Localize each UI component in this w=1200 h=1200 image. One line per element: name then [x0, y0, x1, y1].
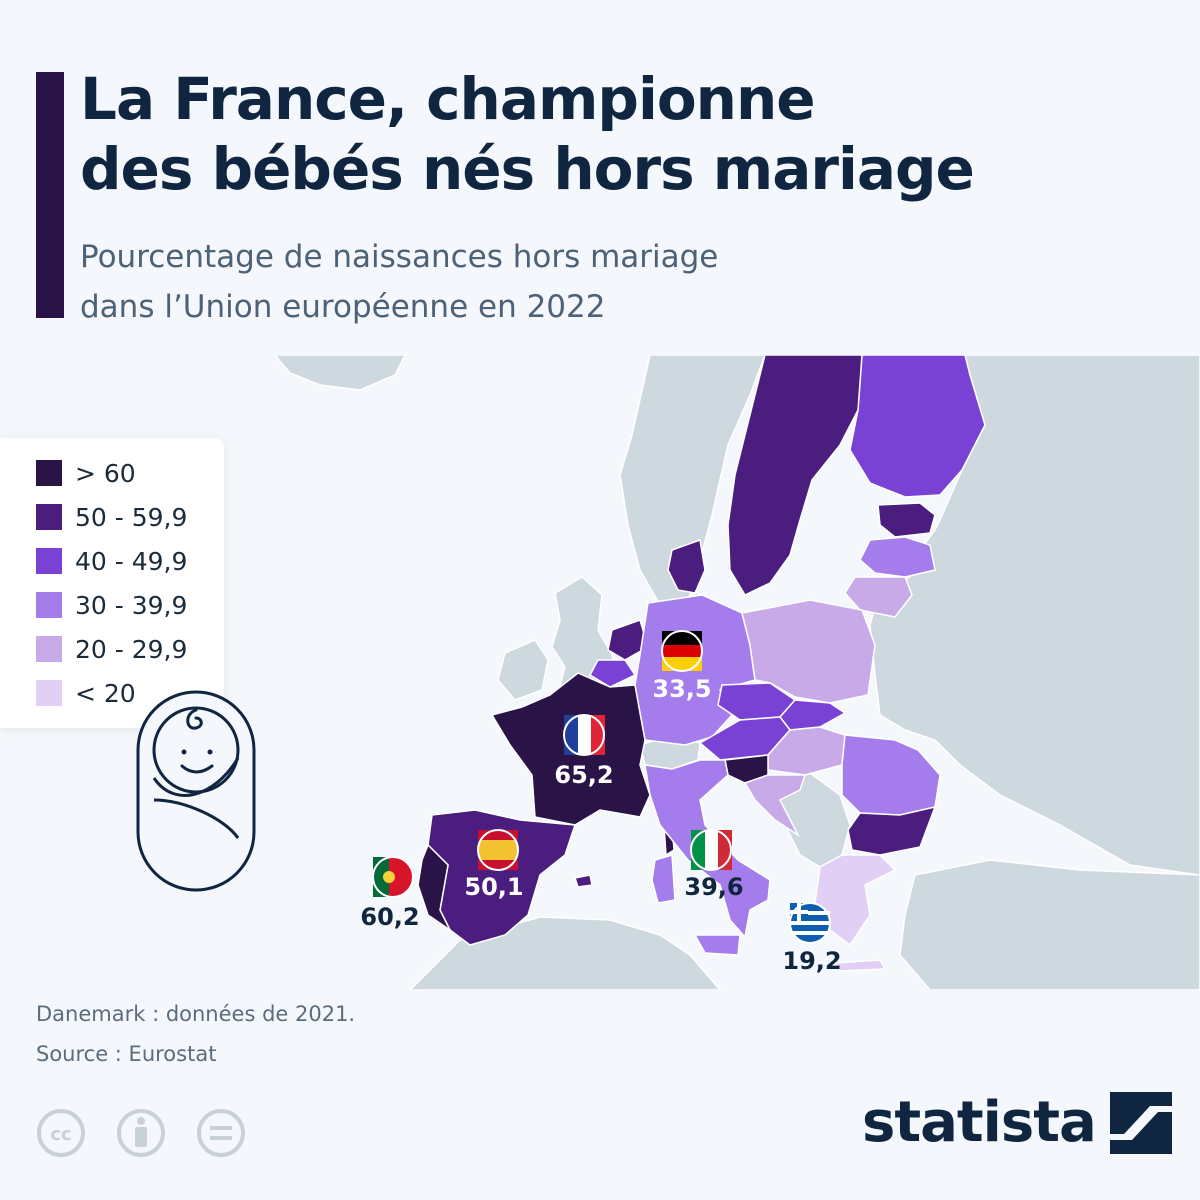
turkey [899, 859, 1200, 990]
callout-france: 65,2 [554, 714, 614, 789]
country-estonia [877, 502, 936, 538]
legend-swatch [36, 636, 62, 662]
footnote-source: Source : Eurostat [36, 1042, 217, 1066]
country-finland [849, 355, 986, 498]
russia-belarus-ukraine [869, 355, 1200, 876]
subtitle-line-2: dans l’Union européenne en 2022 [80, 289, 606, 325]
brand-name: statista [862, 1090, 1097, 1155]
country-croatia [743, 774, 807, 838]
country-sardinia [651, 854, 676, 904]
country-belgium [589, 659, 637, 688]
italy-value: 39,6 [684, 873, 743, 901]
legend-swatch [36, 460, 62, 486]
greece-flag-stripe-3 [790, 931, 830, 935]
subtitle-line-1: Pourcentage de naissances hors mariage [80, 239, 719, 275]
legend-item: 20 - 29,9 [36, 634, 187, 664]
legend-label: > 60 [75, 458, 136, 488]
greece-flag-ring [789, 902, 831, 944]
legend-item: 50 - 59,9 [36, 502, 187, 532]
greece-value: 19,2 [782, 947, 841, 975]
non-eu-land [274, 355, 1200, 990]
legend-label: 30 - 39,9 [75, 590, 188, 620]
iceland [274, 355, 406, 391]
statista-brand[interactable]: statista [862, 1090, 1172, 1155]
greece-flag-stripe-1 [790, 911, 830, 915]
italy-flag-white [705, 830, 718, 870]
country-denmark [667, 538, 706, 594]
country-crete [833, 959, 887, 972]
germany-flag-ring [661, 630, 703, 672]
portugal-value: 60,2 [360, 903, 419, 931]
country-latvia [859, 536, 936, 578]
spain-flag-bottom-red [478, 860, 518, 870]
title-line-1: La France, championne [80, 65, 816, 133]
portugal-flag-emblem [383, 871, 395, 883]
attribution-icon[interactable] [117, 1109, 165, 1157]
country-sicily [693, 934, 741, 956]
callout-portugal: 60,2 [360, 856, 420, 931]
legend: > 60 50 - 59,9 40 - 49,9 30 - 39,9 20 - … [0, 438, 224, 728]
legend-swatch [36, 680, 62, 706]
no-derivatives-icon[interactable] [197, 1109, 245, 1157]
statista-logo-icon [1109, 1091, 1172, 1154]
legend-item: < 20 [36, 678, 136, 708]
greece-flag-cross-v [797, 903, 801, 921]
footnote-note: Danemark : données de 2021. [36, 1002, 356, 1026]
france-value: 65,2 [554, 761, 613, 789]
ireland [497, 639, 549, 701]
legend-swatch [36, 592, 62, 618]
eu-countries [417, 355, 986, 972]
country-bulgaria [847, 805, 937, 856]
italy-flag-icon [690, 829, 732, 871]
portugal-flag-green [373, 857, 389, 897]
legend-label: 50 - 59,9 [75, 502, 188, 532]
callout-spain: 50,1 [464, 829, 524, 901]
title-accent-bar [36, 72, 64, 318]
france-flag-white [578, 715, 591, 755]
callout-greece: 19,2 [782, 902, 842, 975]
license-icons[interactable]: cc [36, 1108, 246, 1158]
germany-value: 33,5 [652, 675, 711, 703]
legend-label: 20 - 29,9 [75, 634, 188, 664]
country-lithuania [844, 576, 913, 618]
page-title: La France, championne des bébés nés hors… [80, 64, 975, 204]
greece-flag-stripe-2 [790, 921, 830, 925]
legend-item: > 60 [36, 458, 136, 488]
legend-swatch [36, 548, 62, 574]
legend-item: 40 - 49,9 [36, 546, 187, 576]
legend-label: 40 - 49,9 [75, 546, 188, 576]
country-portugal [417, 843, 452, 933]
callout-germany: 33,5 [652, 630, 712, 703]
spain-flag-top-red [478, 830, 518, 840]
cc-icon[interactable]: cc [37, 1109, 85, 1157]
france-flag-icon [563, 714, 605, 756]
portugal-flag-ring [372, 856, 414, 898]
country-balearic [574, 874, 593, 888]
callout-italy: 39,6 [684, 829, 744, 901]
baby-icon [136, 690, 256, 892]
legend-label: < 20 [75, 678, 136, 708]
legend-item: 30 - 39,9 [36, 590, 187, 620]
page-subtitle: Pourcentage de naissances hors mariage d… [80, 232, 718, 332]
legend-swatch [36, 504, 62, 530]
country-netherlands [607, 619, 649, 661]
europe-map: 33,5 65,2 50,1 60,2 39,6 19,2 [0, 355, 1200, 990]
title-line-2: des bébés nés hors mariage [80, 135, 975, 203]
spain-flag-ring [477, 829, 519, 871]
spain-value: 50,1 [464, 873, 523, 901]
country-sweden [727, 355, 863, 596]
svg-text:cc: cc [50, 1124, 71, 1145]
